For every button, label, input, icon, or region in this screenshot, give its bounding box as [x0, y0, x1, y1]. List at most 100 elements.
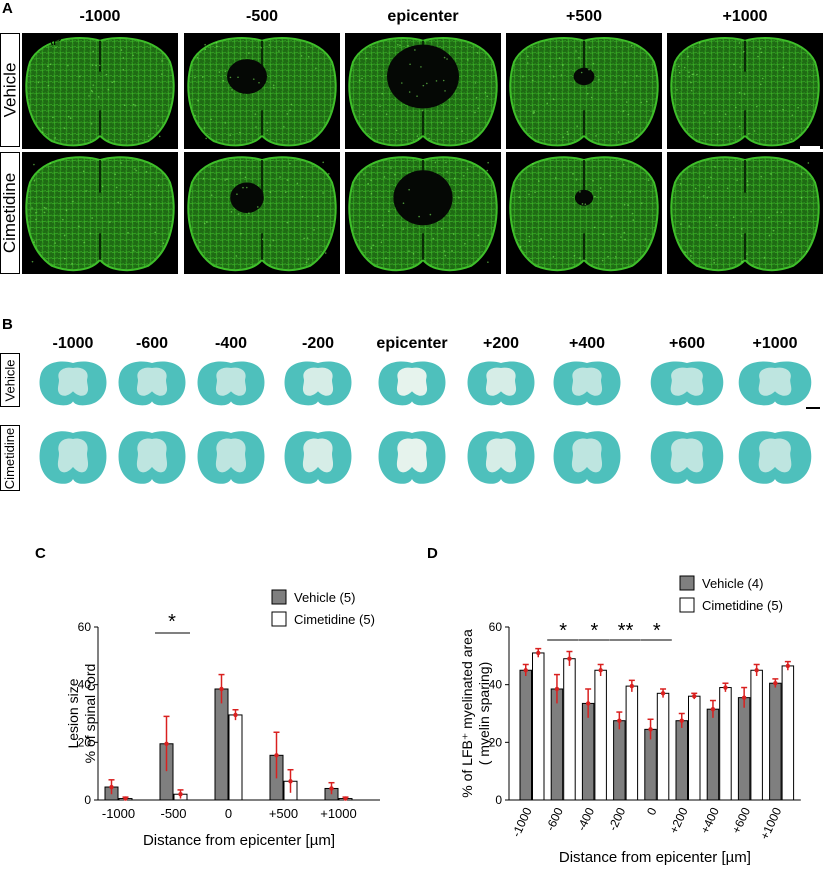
- legend-label: Vehicle (5): [294, 590, 355, 605]
- mean-dot: [754, 668, 759, 673]
- mean-dot: [679, 718, 684, 723]
- mean-dot: [343, 796, 348, 801]
- x-tick-label: +1000: [320, 806, 357, 821]
- bar-cimetidine: [594, 669, 607, 801]
- x-tick-label: -1000: [509, 805, 535, 839]
- panel-a-column-label: +1000: [722, 8, 768, 25]
- lfb-section: [465, 427, 537, 487]
- panel-b-row-label-cimetidine: Cimetidine: [0, 425, 20, 491]
- mean-dot: [598, 668, 603, 673]
- gfap-micrograph: [667, 152, 823, 274]
- panel-b-column-label: -1000: [52, 335, 94, 352]
- x-tick-label: +400: [698, 805, 722, 836]
- gfap-micrograph: [184, 33, 340, 149]
- panel-b-column-label: -200: [301, 335, 335, 352]
- lfb-section: [37, 358, 109, 408]
- panel-b-column-label: -600: [135, 335, 169, 352]
- lfb-section: [282, 358, 354, 408]
- mean-dot: [629, 683, 635, 689]
- lfb-section: [648, 427, 726, 487]
- legend-swatch: [271, 589, 287, 605]
- y-axis-label: % of LFB⁺ myelinated area: [459, 629, 475, 798]
- mean-dot: [109, 784, 114, 790]
- y-tick-label: 40: [78, 678, 92, 692]
- legend-label: Cimetidine (5): [294, 612, 375, 627]
- gfap-micrograph: [22, 33, 178, 149]
- gfap-micrograph: [506, 152, 662, 274]
- mean-dot: [773, 681, 778, 686]
- panel-b-column-label: +400: [568, 335, 606, 352]
- bar-vehicle: [706, 708, 720, 801]
- mean-dot: [785, 663, 791, 669]
- bar-vehicle: [519, 669, 532, 801]
- mean-dot: [274, 753, 279, 758]
- y-tick-label: 40: [489, 678, 503, 692]
- significance-marker: **: [618, 620, 634, 642]
- mean-dot: [233, 712, 238, 718]
- lfb-section: [551, 358, 623, 408]
- panel-a-column-label: +500: [565, 8, 603, 25]
- gfap-micrograph: [345, 152, 501, 274]
- row-label-text: Vehicle: [0, 62, 20, 118]
- panel-c-letter: C: [35, 545, 46, 562]
- bar-cimetidine: [688, 695, 701, 801]
- bar-vehicle: [644, 728, 657, 801]
- gfap-micrograph: [667, 33, 823, 149]
- significance-marker: *: [653, 620, 661, 642]
- x-tick-label: -1000: [102, 806, 135, 821]
- bar-cimetidine: [719, 687, 732, 801]
- lfb-section: [376, 427, 448, 487]
- significance-marker: *: [591, 620, 599, 642]
- panel-a-column-label: -1000: [79, 8, 121, 25]
- y-axis-label: Lesion size: [65, 678, 81, 748]
- row-label-text: Cimetidine: [2, 427, 18, 489]
- mean-dot: [178, 792, 183, 797]
- mean-dot: [648, 727, 653, 732]
- y-tick-label: 0: [84, 793, 91, 807]
- bar-cimetidine: [656, 692, 670, 801]
- bar-vehicle: [550, 688, 564, 801]
- lfb-section: [282, 427, 354, 487]
- panel-a-row-label-cimetidine: Cimetidine: [0, 152, 20, 274]
- x-tick-label: +600: [729, 805, 753, 836]
- lfb-section: [551, 427, 623, 487]
- y-tick-label: 60: [489, 620, 503, 634]
- bar-vehicle: [675, 720, 688, 801]
- mean-dot: [710, 706, 716, 712]
- panel-b-column-label: +600: [668, 335, 706, 352]
- mean-dot: [567, 656, 572, 661]
- panel-a-letter: A: [2, 0, 13, 17]
- panel-a-row-label-vehicle: Vehicle: [0, 33, 20, 147]
- mean-dot: [523, 668, 528, 673]
- x-tick-label: -600: [543, 805, 566, 833]
- mean-dot: [536, 650, 541, 656]
- panel-a-column-label: -500: [245, 8, 279, 25]
- bar-cimetidine: [781, 665, 795, 801]
- scale-bar-a: [800, 146, 820, 149]
- mean-dot: [123, 796, 128, 801]
- x-tick-label: -400: [574, 805, 597, 833]
- panel-b-column-label: epicenter: [376, 335, 448, 352]
- scale-bar-b: [806, 407, 820, 409]
- bar-cimetidine: [750, 669, 763, 801]
- bar-vehicle: [737, 697, 751, 801]
- mean-dot: [692, 694, 697, 699]
- y-axis-label: ( myelin sparing): [476, 662, 492, 765]
- panel-c-chart: 0 20 40 60 Lesion size% of spinal cord -1000 -…: [65, 589, 380, 849]
- row-label-text: Cimetidine: [0, 172, 19, 254]
- legend-swatch: [679, 597, 695, 613]
- mean-dot: [219, 686, 224, 692]
- x-tick-label: -500: [160, 806, 186, 821]
- lfb-section: [195, 358, 267, 408]
- y-tick-label: 0: [495, 793, 502, 807]
- lfb-section: [37, 427, 109, 487]
- legend-label: Vehicle (4): [702, 576, 763, 591]
- row-label-text: Vehicle: [2, 359, 18, 401]
- y-axis-label: % of spinal cord: [82, 664, 98, 764]
- lfb-section: [736, 358, 814, 408]
- y-tick-label: 20: [489, 735, 503, 749]
- lfb-section: [116, 427, 188, 487]
- mean-dot: [660, 691, 666, 696]
- lfb-section: [648, 358, 726, 408]
- panel-b-row-label-vehicle: Vehicle: [0, 353, 20, 407]
